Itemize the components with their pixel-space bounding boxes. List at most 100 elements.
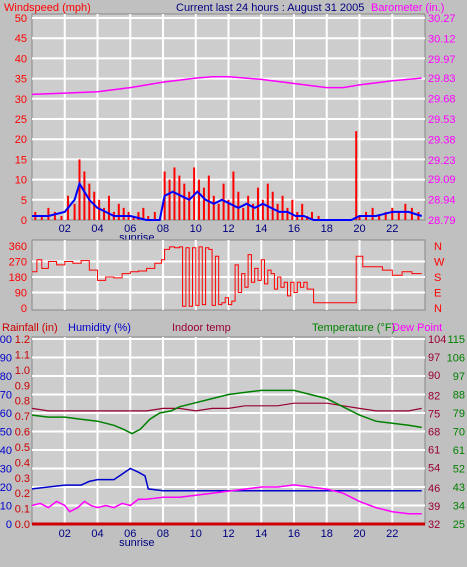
- dewpoint-axis-title: Dew Point: [392, 322, 442, 334]
- x-tick-label: 18: [321, 528, 333, 540]
- rainfall-axis-tick: 0.2: [15, 488, 30, 500]
- rainfall-axis-tick: 0.5: [15, 442, 30, 454]
- barometer-axis-tick: 29.23: [428, 155, 456, 167]
- temperature-axis-tick: 52: [453, 464, 465, 476]
- rainfall-axis-tick: 0.0: [15, 519, 30, 531]
- rainfall-axis-tick: 0.3: [15, 473, 30, 485]
- direction-axis-tick: 360: [9, 241, 27, 253]
- humidity-line: [31, 467, 422, 492]
- barometer-axis-tick: 29.38: [428, 134, 456, 146]
- indoor-axis-tick: 54: [428, 462, 440, 474]
- temperature-axis-tick: 115: [447, 334, 465, 346]
- temperature-axis-tick: 106: [447, 353, 465, 365]
- wind-axis-tick: 35: [15, 74, 27, 86]
- x-tick-label: 06: [124, 528, 136, 540]
- wind-axis-tick: 20: [15, 134, 27, 146]
- temperature-axis-tick: 88: [453, 390, 465, 402]
- indoor-axis-tick: 68: [428, 427, 440, 439]
- indoor-axis-tick: 97: [428, 352, 440, 364]
- wind-direction-line: [32, 246, 422, 307]
- humidity-axis-tick: 0: [6, 519, 12, 531]
- temperature-line: [31, 389, 422, 435]
- barometer-axis-tick: 29.83: [428, 73, 456, 85]
- rainfall-axis-tick: 0.1: [15, 504, 30, 516]
- humidity-axis-tick: 40: [0, 445, 12, 457]
- x-tick-label: 12: [222, 223, 234, 235]
- wind-axis-tick: 45: [15, 33, 27, 45]
- x-tick-label: 22: [386, 528, 398, 540]
- barometer-axis-tick: 30.12: [428, 33, 456, 45]
- humidity-axis-tick: 10: [0, 501, 12, 513]
- x-tick-label: 02: [59, 223, 71, 235]
- wind-axis-tick: 10: [15, 175, 27, 187]
- indoor-temp-line: [31, 402, 422, 412]
- indoor-axis-tick: 82: [428, 391, 440, 403]
- x-tick-label: 04: [91, 528, 103, 540]
- temperature-axis-tick: 25: [453, 519, 465, 531]
- indoor-axis-tick: 32: [428, 519, 440, 531]
- x-tick-label: 22: [386, 223, 398, 235]
- windspeed-axis-title: Windspeed (mph): [4, 2, 91, 14]
- compass-label: S: [434, 272, 441, 284]
- barometer-line: [31, 75, 422, 96]
- barometer-axis-tick: 28.94: [428, 195, 456, 207]
- x-tick-label: 20: [353, 528, 365, 540]
- wind-axis-tick: 15: [15, 154, 27, 166]
- x-tick-label: 10: [190, 528, 202, 540]
- rainfall-axis-tick: 0.6: [15, 427, 30, 439]
- barometer-axis-tick: 28.79: [428, 215, 456, 227]
- sunrise-label: sunrise: [119, 537, 154, 549]
- compass-label: W: [434, 257, 445, 269]
- x-tick-label: 14: [255, 528, 267, 540]
- direction-axis-tick: 270: [9, 257, 27, 269]
- x-tick-label: 04: [91, 223, 103, 235]
- x-tick-label: 10: [190, 223, 202, 235]
- temperature-axis-tick: 43: [453, 482, 465, 494]
- humidity-axis-tick: 60: [0, 408, 12, 420]
- humidity-axis-tick: 50: [0, 427, 12, 439]
- humidity-axis-title: Humidity (%): [68, 322, 131, 334]
- barometer-axis-tick: 29.09: [428, 174, 456, 186]
- barometer-axis-title: Barometer (in.): [371, 2, 444, 14]
- temperature-axis-tick: 70: [453, 427, 465, 439]
- humidity-axis-tick: 90: [0, 353, 12, 365]
- x-tick-label: 20: [353, 223, 365, 235]
- indoor-axis-tick: 39: [428, 501, 440, 513]
- rainfall-axis-tick: 1.0: [15, 365, 30, 377]
- rainfall-axis-tick: 0.4: [15, 457, 30, 469]
- rainfall-axis-tick: 0.9: [15, 380, 30, 392]
- direction-axis-tick: 0: [21, 303, 27, 315]
- compass-label: N: [434, 241, 442, 253]
- wind-average-line: [32, 181, 422, 221]
- indoor-axis-tick: 90: [428, 370, 440, 382]
- x-tick-label: 08: [157, 223, 169, 235]
- indoor-axis-tick: 75: [428, 409, 440, 421]
- x-tick-label: 08: [157, 528, 169, 540]
- humidity-axis-tick: 30: [0, 464, 12, 476]
- wind-axis-tick: 40: [15, 53, 27, 65]
- chart-title: Current last 24 hours : August 31 2005: [176, 2, 364, 14]
- indoor-axis-tick: 61: [428, 444, 440, 456]
- compass-label: E: [434, 288, 441, 300]
- x-tick-label: 18: [321, 223, 333, 235]
- x-tick-label: 16: [288, 223, 300, 235]
- temperature-axis-tick: 61: [453, 445, 465, 457]
- rainfall-axis-title: Rainfall (in): [2, 322, 58, 334]
- humidity-axis-tick: 20: [0, 482, 12, 494]
- rainfall-axis-tick: 0.8: [15, 396, 30, 408]
- barometer-axis-tick: 30.27: [428, 13, 456, 25]
- wind-axis-tick: 50: [15, 13, 27, 25]
- humidity-axis-tick: 100: [0, 334, 12, 346]
- temperature-axis-tick: 97: [453, 371, 465, 383]
- temperature-axis-tick: 79: [453, 408, 465, 420]
- wind-axis-tick: 30: [15, 94, 27, 106]
- indoor-axis-tick: 46: [428, 483, 440, 495]
- barometer-axis-tick: 29.53: [428, 114, 456, 126]
- rainfall-axis-tick: 1.1: [15, 349, 30, 361]
- x-tick-label: 06: [124, 223, 136, 235]
- wind-axis-tick: 5: [21, 195, 27, 207]
- x-tick-label: 16: [288, 528, 300, 540]
- humidity-axis-tick: 80: [0, 371, 12, 383]
